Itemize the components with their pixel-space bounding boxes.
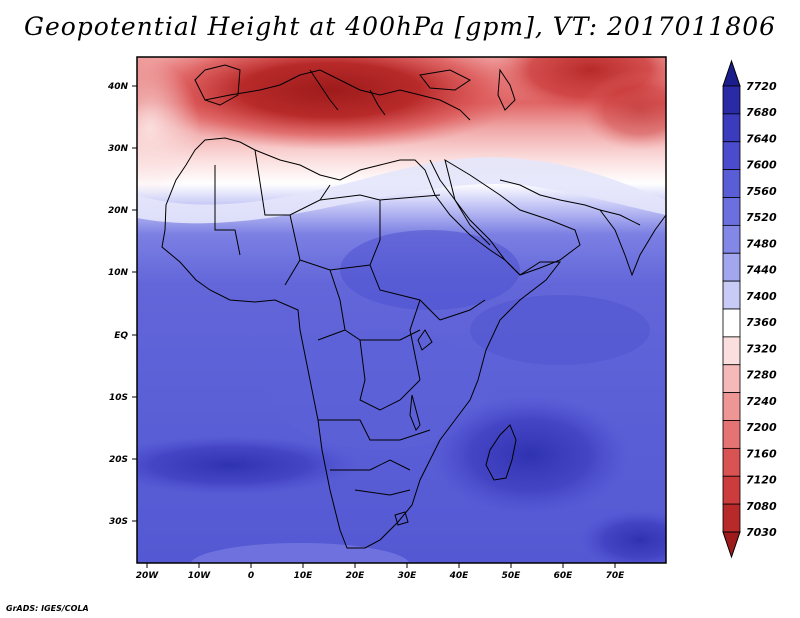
- colorbar-arrow-top: [722, 59, 741, 87]
- colorbar-label: 7480: [746, 237, 777, 250]
- colorbar-swatch: [722, 447, 741, 477]
- coastlines: [161, 64, 666, 549]
- y-tick-label: 10N: [108, 268, 129, 278]
- colorbar-swatch: [722, 503, 741, 533]
- y-tick-label: 10S: [109, 393, 128, 403]
- x-tick-label: 70E: [606, 571, 626, 581]
- colorbar-label: 7030: [746, 526, 777, 539]
- colorbar-label: 7280: [746, 369, 777, 382]
- axis-ticks: [132, 85, 616, 568]
- colorbar-swatch: [722, 364, 741, 394]
- y-tick-label: 20S: [109, 455, 128, 465]
- colorbar-label: 7400: [746, 290, 777, 303]
- colorbar-swatch: [722, 392, 741, 421]
- colorbar-swatch: [722, 169, 741, 198]
- colorbar-swatch: [722, 475, 741, 505]
- x-tick-label: 10E: [294, 571, 314, 581]
- y-tick-label: 20N: [108, 206, 129, 216]
- x-tick-label: 40E: [449, 571, 470, 581]
- colorbar-label: 7360: [746, 316, 777, 329]
- x-tick-label: 10W: [188, 571, 212, 581]
- colorbar-label: 7440: [746, 264, 777, 277]
- colorbar-swatch: [722, 85, 741, 115]
- colorbar-swatch: [722, 113, 741, 143]
- colorbar-label: 7120: [746, 474, 777, 487]
- colorbar-arrow-bottom: [722, 531, 741, 559]
- colorbar-label: 7680: [746, 106, 777, 119]
- colorbar-swatch: [722, 197, 741, 226]
- colorbar-label: 7720: [746, 80, 777, 93]
- y-tick-label: 40N: [107, 82, 129, 92]
- y-tick-label: EQ: [114, 331, 128, 341]
- y-tick-label: 30N: [108, 144, 129, 154]
- colorbar-label: 7080: [746, 500, 777, 513]
- colorbar-swatch: [722, 336, 741, 366]
- colorbar-swatch: [722, 224, 741, 254]
- x-tick-label: 50E: [502, 571, 522, 581]
- colorbar-swatch: [722, 420, 741, 449]
- colorbar-label: 7600: [746, 159, 777, 172]
- colorbar-swatch: [722, 141, 741, 171]
- x-tick-label: 20E: [346, 571, 366, 581]
- colorbar-label: 7160: [746, 447, 777, 460]
- x-tick-label: 30E: [398, 571, 418, 581]
- colorbar-swatch: [722, 308, 741, 338]
- x-tick-label: 20W: [136, 571, 160, 581]
- x-tick-label: 0: [248, 571, 254, 581]
- credit-label: GrADS: IGES/COLA: [6, 604, 89, 613]
- x-tick-label: 60E: [554, 571, 574, 581]
- colorbar-swatch: [722, 280, 741, 310]
- colorbar-label: 7520: [746, 211, 777, 224]
- colorbar-label: 7200: [746, 421, 777, 434]
- colorbar-label: 7560: [746, 185, 777, 198]
- chart-title: Geopotential Height at 400hPa [gpm], VT:…: [23, 12, 777, 41]
- plot-frame: [136, 56, 667, 564]
- colorbar-label: 7640: [746, 132, 777, 145]
- colorbar-label: 7240: [746, 395, 777, 408]
- colorbar-swatch: [722, 252, 741, 282]
- y-tick-label: 30S: [109, 517, 128, 527]
- colorbar: 7720 7680 7640 7600 7560 7520 7480 7440 7400 7360…: [722, 59, 777, 559]
- height-field: [137, 57, 666, 563]
- colorbar-label: 7320: [746, 342, 777, 355]
